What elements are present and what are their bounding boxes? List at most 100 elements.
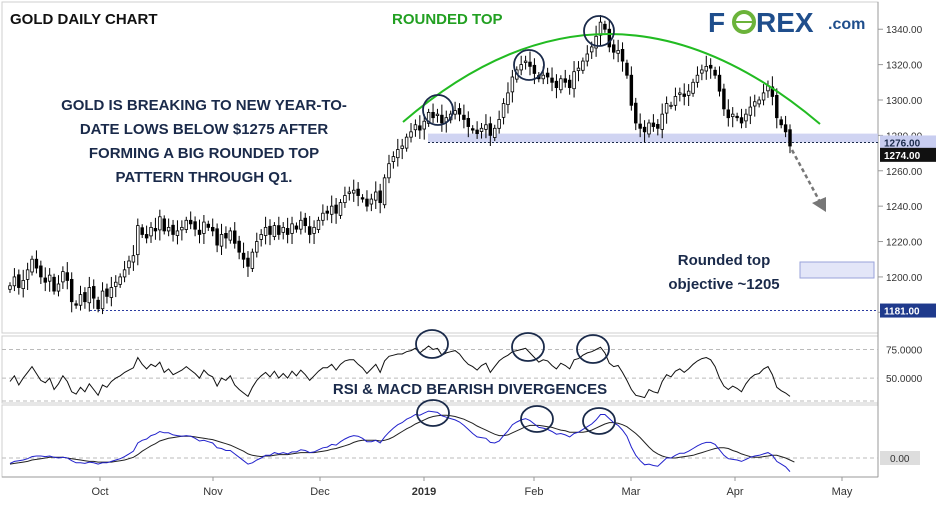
candle-body xyxy=(197,229,202,235)
rounded-top-curve xyxy=(402,33,821,125)
objective-label-2: objective ~1205 xyxy=(668,276,779,293)
candle-body xyxy=(343,195,347,204)
candle-body xyxy=(682,93,686,97)
rsi-tick-label: 75.0000 xyxy=(886,345,923,356)
candle-body xyxy=(695,74,700,83)
candle-body xyxy=(83,292,87,303)
candle-body xyxy=(519,64,523,71)
rsi-circle-1 xyxy=(415,329,449,359)
annotation-line-2: DATE LOWS BELOW $1275 AFTER xyxy=(80,121,329,138)
price-tick-label: 1200.00 xyxy=(886,273,923,284)
candle-body xyxy=(523,60,528,63)
macd-tick-label: 0.00 xyxy=(890,454,910,465)
candle-body xyxy=(228,230,233,241)
candle-body xyxy=(65,272,70,281)
candle-body xyxy=(559,78,563,91)
candle-body xyxy=(757,99,761,105)
last-price-tag: 1274.00 xyxy=(884,151,921,162)
candle-body xyxy=(629,74,634,106)
candle-body xyxy=(479,127,484,132)
candle-body xyxy=(180,226,184,231)
candle-body xyxy=(783,124,788,133)
forex-logo: F REX .com xyxy=(708,7,865,38)
candle-body xyxy=(8,285,12,290)
candle-body xyxy=(122,269,127,278)
candle-body xyxy=(21,280,25,290)
candle-body xyxy=(175,230,180,236)
time-tick-label: Mar xyxy=(622,486,641,498)
candle-body xyxy=(426,111,431,124)
candle-body xyxy=(149,226,153,237)
candle-body xyxy=(589,46,594,53)
candle-body xyxy=(753,101,757,107)
candle-body xyxy=(78,294,83,306)
candle-body xyxy=(356,188,360,196)
candle-body xyxy=(378,190,382,204)
rsi-panel-frame xyxy=(1,335,879,404)
time-tick-label: Oct xyxy=(91,486,108,498)
macd-circle-2 xyxy=(520,405,554,433)
candle-body xyxy=(594,35,598,49)
candle-body xyxy=(12,276,17,287)
rsi-tick-label: 50.0000 xyxy=(886,374,923,385)
candle-body xyxy=(470,128,475,131)
candle-body xyxy=(114,281,118,287)
candle-body xyxy=(56,283,61,292)
candle-body xyxy=(391,156,396,162)
candle-body xyxy=(576,67,581,72)
candle-body xyxy=(404,136,409,149)
candle-body xyxy=(545,72,550,78)
candle-body xyxy=(47,274,52,282)
candle-body xyxy=(307,226,312,235)
candle-body xyxy=(717,74,722,92)
price-tick-label: 1260.00 xyxy=(886,167,923,178)
candle-body xyxy=(43,277,47,283)
candle-body xyxy=(374,191,378,201)
candle-body xyxy=(625,62,629,76)
candle-body xyxy=(360,197,365,200)
projection-arrow-line xyxy=(790,149,822,203)
candle-body xyxy=(153,228,158,232)
candle-body xyxy=(61,271,65,283)
candle-body xyxy=(726,109,731,119)
candle-body xyxy=(475,129,479,135)
candle-body xyxy=(285,228,290,235)
candle-body xyxy=(669,104,673,107)
time-tick-label: Apr xyxy=(726,486,743,498)
candle-body xyxy=(329,205,334,215)
candle-body xyxy=(612,44,616,53)
candle-body xyxy=(497,119,501,129)
price-tick-label: 1340.00 xyxy=(886,25,923,36)
candle-body xyxy=(382,177,387,206)
candle-body xyxy=(493,127,497,138)
time-tick-label: Nov xyxy=(203,486,223,498)
candle-body xyxy=(17,274,21,288)
logo-suffix: .com xyxy=(828,16,865,33)
candle-body xyxy=(255,241,259,253)
rsi-circle-3 xyxy=(576,334,610,364)
peak-circle-1 xyxy=(422,94,454,126)
candle-body xyxy=(202,221,206,234)
candle-body xyxy=(532,64,537,74)
candle-body xyxy=(484,124,488,130)
candle-body xyxy=(761,92,766,101)
candle-body xyxy=(263,226,268,236)
candle-body xyxy=(664,103,669,114)
rounded-top-label: ROUNDED TOP xyxy=(392,11,503,28)
candle-body xyxy=(69,278,74,303)
candle-body xyxy=(87,287,92,304)
candle-body xyxy=(581,60,585,71)
candle-body xyxy=(96,299,100,310)
objective-zone-box xyxy=(799,261,875,279)
candle-body xyxy=(334,204,338,214)
candle-body xyxy=(660,113,664,130)
candle-body xyxy=(642,126,647,133)
candle-body xyxy=(788,129,792,147)
candle-body xyxy=(634,102,638,124)
time-tick-label: Feb xyxy=(525,486,544,498)
candle-body xyxy=(52,276,56,292)
candle-body xyxy=(294,225,299,230)
candle-body xyxy=(713,69,717,76)
candle-body xyxy=(338,202,343,216)
